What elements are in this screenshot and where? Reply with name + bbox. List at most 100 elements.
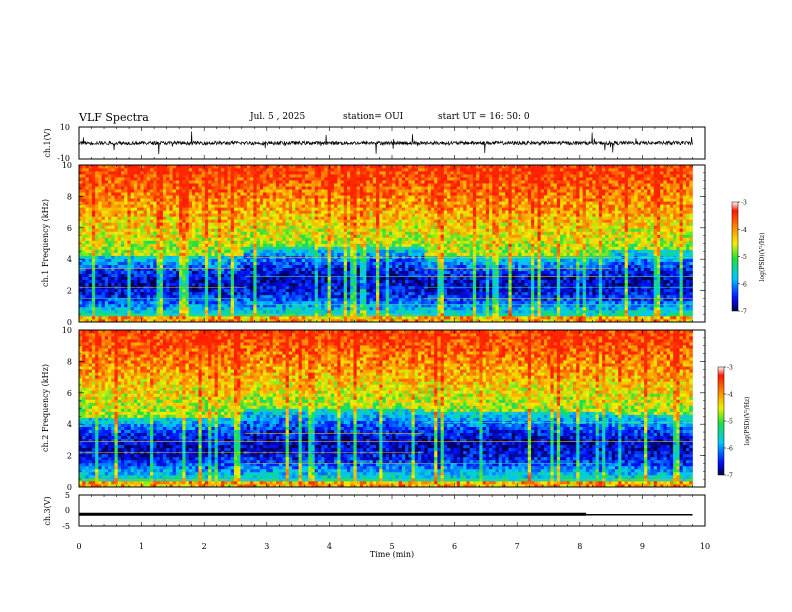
spectrogram-cell — [169, 183, 173, 187]
spectrogram-cell — [104, 309, 109, 314]
spectrogram-cell — [208, 318, 212, 323]
spectrogram-cell — [95, 210, 99, 214]
spectrogram-cell — [227, 228, 232, 232]
spectrogram-cell — [240, 282, 245, 287]
spectrogram-cell — [88, 168, 93, 172]
spectrogram-cell — [246, 201, 251, 205]
spectrogram-cell — [343, 186, 348, 190]
spectrogram-cell — [111, 180, 115, 184]
spectrogram-cell — [311, 237, 316, 241]
spectrogram-cell — [156, 174, 161, 178]
spectrogram-cell — [259, 228, 264, 232]
spectrogram-cell — [298, 315, 303, 320]
spectrogram-cell — [369, 297, 374, 302]
spectrogram-cell — [217, 183, 222, 187]
ch1-waveform-trace — [78, 131, 693, 155]
spectrogram-cell — [104, 255, 109, 259]
spectrogram-cell — [91, 171, 96, 175]
spectrogram-cell — [237, 288, 241, 293]
spectrogram-cell — [324, 306, 328, 311]
spectrogram-cell — [311, 228, 316, 232]
spectrogram-cell — [379, 198, 383, 202]
spectrogram-cell — [179, 201, 183, 205]
spectrogram-cell — [188, 249, 193, 253]
spectrogram-cell — [143, 225, 148, 229]
spectrogram-cell — [269, 267, 274, 272]
spectrogram-cell — [195, 246, 199, 250]
spectrogram-cell — [104, 228, 109, 232]
spectrogram-cell — [272, 234, 277, 238]
spectrogram-cell — [269, 258, 274, 262]
spectrogram-cell — [133, 273, 138, 278]
spectrogram-cell — [305, 192, 309, 196]
spectrogram-cell — [230, 234, 235, 238]
spectrogram-cell — [292, 234, 296, 238]
spectrogram-cell — [146, 303, 151, 308]
spectrogram-cell — [137, 249, 141, 253]
spectrogram-cell — [321, 168, 325, 172]
spectrogram-cell — [88, 243, 93, 247]
spectrogram-cell — [120, 189, 125, 193]
spectrogram-cell — [376, 255, 380, 259]
spectrogram-cell — [337, 261, 341, 265]
spectrogram-cell — [369, 237, 374, 241]
spectrogram-cell — [343, 285, 348, 290]
spectrogram-cell — [266, 291, 270, 296]
spectrogram-cell — [111, 237, 115, 241]
spectrogram-cell — [82, 168, 86, 172]
spectrogram-cell — [379, 297, 383, 302]
spectrogram-cell — [146, 300, 151, 305]
spectrogram-cell — [340, 195, 345, 199]
spectrogram-cell — [172, 303, 177, 308]
spectrogram-cell — [179, 168, 183, 172]
spectrogram-cell — [353, 246, 358, 250]
spectrogram-cell — [327, 249, 332, 253]
spectrogram-cell — [114, 189, 119, 193]
spectrogram-cell — [366, 234, 370, 238]
spectrogram-cell — [356, 219, 361, 223]
spectrogram-cell — [137, 297, 141, 302]
spectrogram-cell — [366, 261, 370, 265]
spectrogram-cell — [246, 255, 251, 259]
spectrogram-cell — [114, 270, 119, 275]
spectrogram-cell — [272, 261, 277, 265]
spectrogram-cell — [353, 315, 358, 320]
spectrogram-cell — [340, 291, 345, 296]
spectrogram-cell — [146, 291, 151, 296]
spectrogram-cell — [233, 228, 238, 232]
spectrogram-cell — [324, 294, 328, 299]
spectrogram-cell — [327, 198, 332, 202]
spectrogram-cell — [185, 219, 190, 223]
spectrogram-cell — [340, 180, 345, 184]
spectrogram-cell — [269, 240, 274, 244]
spectrogram-cell — [159, 249, 164, 253]
spectrogram-cell — [356, 228, 361, 232]
spectrogram-cell — [198, 198, 203, 202]
spectrogram-cell — [204, 195, 209, 199]
spectrogram-cell — [233, 210, 238, 214]
spectrogram-cell — [224, 309, 228, 314]
spectrogram-cell — [98, 300, 102, 305]
spectrogram-cell — [275, 318, 280, 323]
spectrogram-cell — [230, 279, 235, 284]
spectrogram-cell — [356, 243, 361, 247]
spectrogram-cell — [272, 279, 277, 284]
spectrogram-cell — [334, 285, 338, 290]
spectrogram-cell — [156, 300, 161, 305]
spectrogram-cell — [104, 183, 109, 187]
spectrogram-cell — [108, 198, 112, 202]
spectrogram-cell — [91, 294, 96, 299]
spectrogram-cell — [188, 240, 193, 244]
spectrogram-cell — [162, 294, 167, 299]
spectrogram-cell — [150, 246, 154, 250]
spectrogram-cell — [275, 282, 280, 287]
spectrogram-cell — [256, 207, 261, 211]
spectrogram-cell — [172, 195, 177, 199]
spectrogram-cell — [204, 225, 209, 229]
spectrogram-cell — [305, 237, 309, 241]
spectrogram-cell — [153, 216, 157, 220]
spectrogram-cell — [130, 207, 135, 211]
spectrogram-cell — [85, 315, 90, 320]
spectrogram-cell — [88, 192, 93, 196]
spectrogram-cell — [188, 294, 193, 299]
